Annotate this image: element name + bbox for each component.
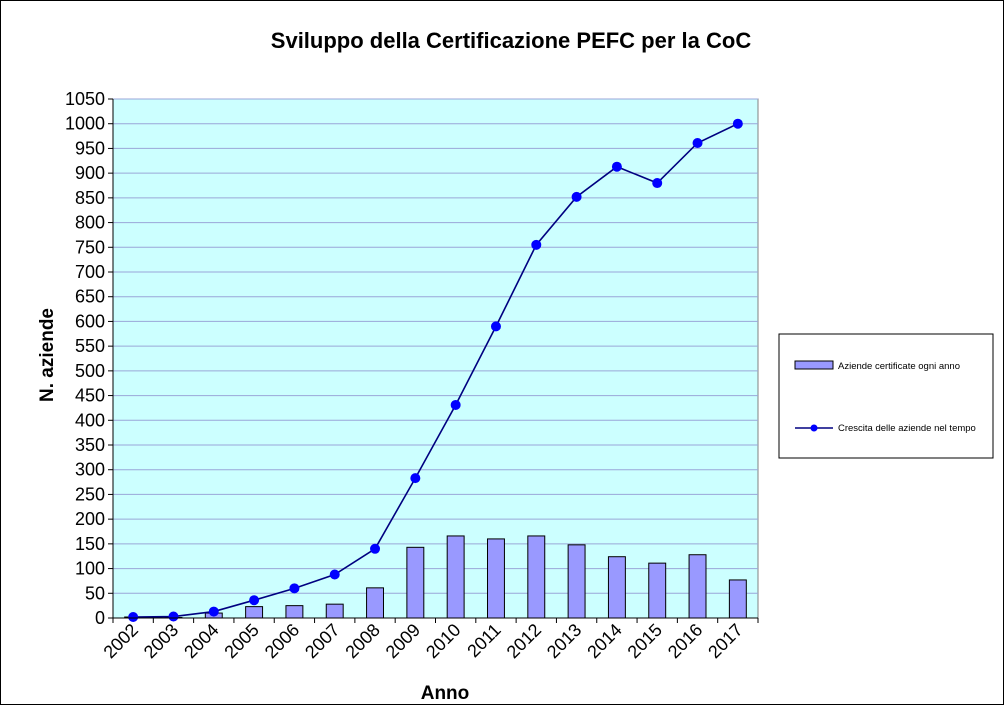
line-path (133, 122, 739, 618)
axes (108, 98, 759, 623)
y-tick-label: 750 (75, 237, 105, 257)
bar (728, 579, 747, 619)
y-tick-label: 350 (75, 435, 105, 455)
legend-bar-swatch (794, 360, 834, 370)
bar (648, 562, 667, 619)
line-point (611, 161, 622, 172)
line-point (289, 583, 300, 594)
y-tick-labels: 0 50 100 150 200 250 300 350 400 450 500 550 600 650 7… (65, 89, 105, 628)
line-point (168, 611, 179, 622)
line-point (692, 137, 703, 148)
line-point (329, 569, 340, 580)
y-tick-label: 650 (75, 287, 105, 307)
line-point (128, 612, 139, 623)
line-point (531, 239, 542, 250)
line-point (490, 321, 501, 332)
bar (527, 535, 546, 619)
bar (446, 535, 465, 619)
x-axis-title: Anno (421, 683, 470, 704)
y-tick-label: 0 (95, 608, 105, 628)
legend-label-bars: Aziende certificate ogni anno (838, 361, 960, 372)
legend-box (778, 333, 994, 459)
bar (567, 544, 586, 619)
line-point (732, 118, 743, 129)
bar (245, 606, 264, 619)
legend-line-marker (810, 424, 818, 432)
y-tick-label: 450 (75, 386, 105, 406)
y-tick-label: 200 (75, 509, 105, 529)
line-series (128, 118, 743, 623)
y-axis-title: N. aziende (37, 308, 58, 402)
bar (366, 587, 384, 619)
line-point (652, 178, 663, 189)
legend-label-line: Crescita delle aziende nel tempo (838, 423, 976, 434)
y-tick-label: 550 (75, 336, 105, 356)
y-tick-label: 400 (75, 410, 105, 430)
bar (607, 556, 626, 619)
y-tick-label: 50 (85, 583, 105, 603)
y-tick-label: 700 (75, 262, 105, 282)
y-tick-label: 950 (75, 138, 105, 158)
chart-title: Sviluppo della Certificazione PEFC per l… (271, 28, 752, 53)
line-point (410, 473, 421, 484)
line-point (208, 606, 219, 617)
bar (285, 605, 304, 619)
y-tick-label: 1000 (65, 114, 105, 134)
legend: Aziende certificate ogni anno Crescita d… (778, 333, 994, 459)
line-point (571, 191, 582, 202)
y-tick-label: 800 (75, 213, 105, 233)
y-tick-label: 250 (75, 484, 105, 504)
plot-area (112, 98, 759, 619)
y-tick-label: 300 (75, 460, 105, 480)
bar (325, 603, 344, 619)
line-point (370, 543, 381, 554)
gridlines (113, 98, 758, 594)
bar (406, 546, 425, 619)
y-tick-label: 150 (75, 534, 105, 554)
bar (487, 538, 505, 619)
y-tick-label: 500 (75, 361, 105, 381)
y-tick-label: 100 (75, 559, 105, 579)
y-tick-label: 600 (75, 311, 105, 331)
y-tick-label: 900 (75, 163, 105, 183)
line-point (450, 399, 461, 410)
y-tick-label: 850 (75, 188, 105, 208)
line-point (249, 595, 260, 606)
bar (688, 554, 707, 619)
y-tick-label: 1050 (65, 89, 105, 109)
